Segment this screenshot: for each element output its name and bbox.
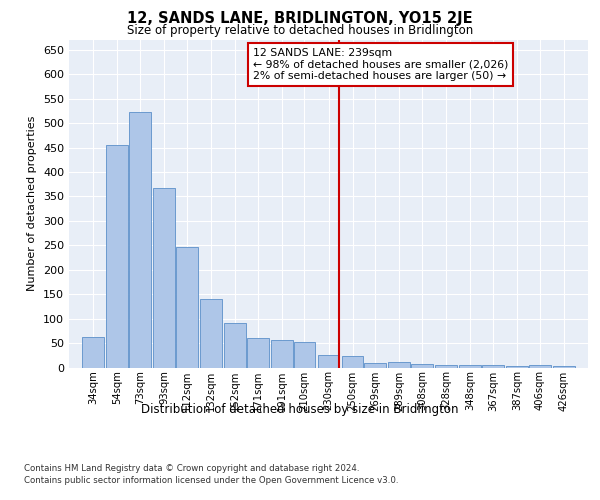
Bar xyxy=(411,364,433,368)
Bar xyxy=(247,338,269,368)
Text: Distribution of detached houses by size in Bridlington: Distribution of detached houses by size … xyxy=(141,402,459,415)
Bar xyxy=(200,299,221,368)
Bar xyxy=(153,188,175,368)
Bar xyxy=(506,366,528,368)
Bar xyxy=(224,322,246,368)
Text: Contains public sector information licensed under the Open Government Licence v3: Contains public sector information licen… xyxy=(24,476,398,485)
Bar xyxy=(129,112,151,368)
Bar xyxy=(529,365,551,368)
Bar xyxy=(364,362,386,368)
Bar xyxy=(271,340,293,367)
Y-axis label: Number of detached properties: Number of detached properties xyxy=(28,116,37,292)
Text: Contains HM Land Registry data © Crown copyright and database right 2024.: Contains HM Land Registry data © Crown c… xyxy=(24,464,359,473)
Bar xyxy=(176,248,197,368)
Bar xyxy=(293,342,316,367)
Bar xyxy=(82,337,104,368)
Text: 12 SANDS LANE: 239sqm
← 98% of detached houses are smaller (2,026)
2% of semi-de: 12 SANDS LANE: 239sqm ← 98% of detached … xyxy=(253,48,509,82)
Bar xyxy=(553,366,575,368)
Text: 12, SANDS LANE, BRIDLINGTON, YO15 2JE: 12, SANDS LANE, BRIDLINGTON, YO15 2JE xyxy=(127,11,473,26)
Bar xyxy=(460,364,481,368)
Bar xyxy=(106,144,128,368)
Bar xyxy=(317,356,340,368)
Text: Size of property relative to detached houses in Bridlington: Size of property relative to detached ho… xyxy=(127,24,473,37)
Bar xyxy=(482,365,504,368)
Bar xyxy=(388,362,410,368)
Bar xyxy=(436,365,457,368)
Bar xyxy=(341,356,364,368)
